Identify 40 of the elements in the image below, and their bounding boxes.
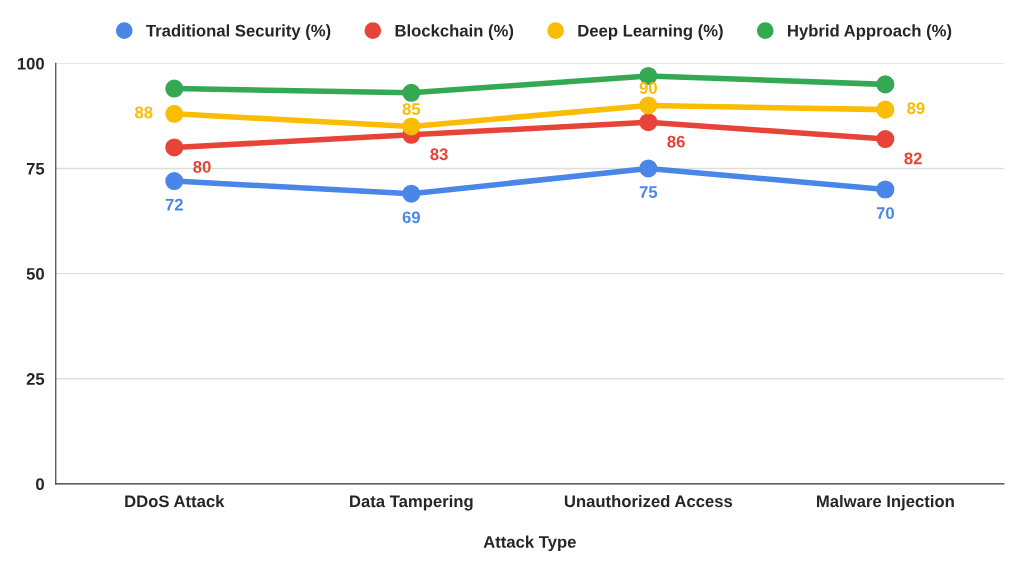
x-tick-label: Unauthorized Access [564, 494, 733, 508]
legend-label: Hybrid Approach (%) [788, 24, 952, 40]
y-tick-label: 100 [17, 57, 44, 70]
data-label: 72 [165, 198, 183, 211]
point [402, 83, 421, 102]
point [165, 138, 184, 157]
y-tick-label: 75 [26, 163, 45, 175]
legend-label: Traditional Security (%) [146, 24, 331, 40]
point [165, 172, 184, 191]
x-axis-title: Attack Type [483, 535, 576, 552]
point [876, 100, 895, 119]
point [639, 96, 658, 115]
data-label: 88 [134, 106, 153, 119]
x-tick-label: Malware Injection [817, 494, 954, 511]
point [165, 104, 184, 123]
data-label: 69 [402, 211, 420, 224]
point [402, 184, 421, 203]
data-label: 89 [907, 102, 925, 115]
point [876, 180, 895, 199]
data-label: 80 [193, 160, 211, 173]
point [165, 79, 184, 98]
point [876, 75, 895, 94]
point [402, 117, 421, 136]
legend-label: Deep Learning (%) [578, 24, 723, 40]
data-label: 75 [639, 186, 658, 198]
y-tick-label: 50 [26, 268, 44, 280]
legend-label: Blockchain (%) [395, 24, 514, 40]
data-label: 83 [430, 148, 448, 161]
data-label: 82 [904, 152, 922, 165]
x-tick-label: Data Tampering [350, 494, 473, 511]
x-tick-label: DDoS Attack [125, 494, 225, 508]
point [639, 159, 658, 178]
data-label: 86 [667, 135, 685, 148]
y-tick-label: 25 [26, 373, 45, 385]
data-label: 90 [639, 82, 657, 94]
y-tick-label: 0 [36, 478, 44, 491]
point [639, 113, 658, 132]
data-label: 85 [402, 103, 421, 115]
data-label: 70 [876, 207, 894, 219]
point [876, 130, 895, 149]
